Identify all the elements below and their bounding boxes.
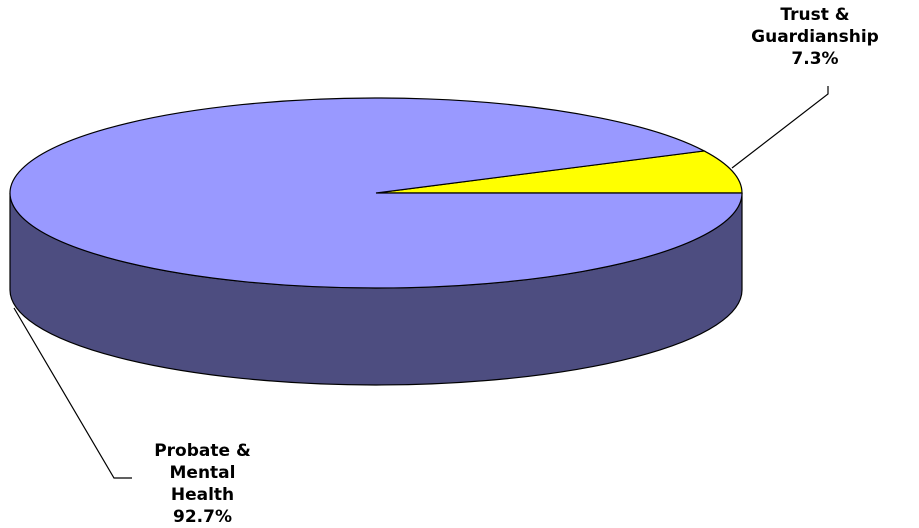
chart: Trust & Guardianship 7.3% Probate & Ment… (9, 4, 890, 527)
slice-label: Probate & Mental Health 92.7% (140, 440, 265, 528)
slice-label-name: Probate & Mental Health (154, 441, 251, 505)
leader-line (731, 86, 829, 169)
slice (9, 97, 743, 289)
slice-label: Trust & Guardianship 7.3% (740, 4, 890, 70)
leader-line (13, 307, 132, 479)
slice (375, 150, 743, 194)
slice-label-value: 92.7% (173, 507, 232, 527)
slice-label-name: Trust & Guardianship (751, 5, 879, 47)
slice-label-value: 7.3% (791, 49, 839, 69)
pie-canvas (9, 86, 829, 479)
